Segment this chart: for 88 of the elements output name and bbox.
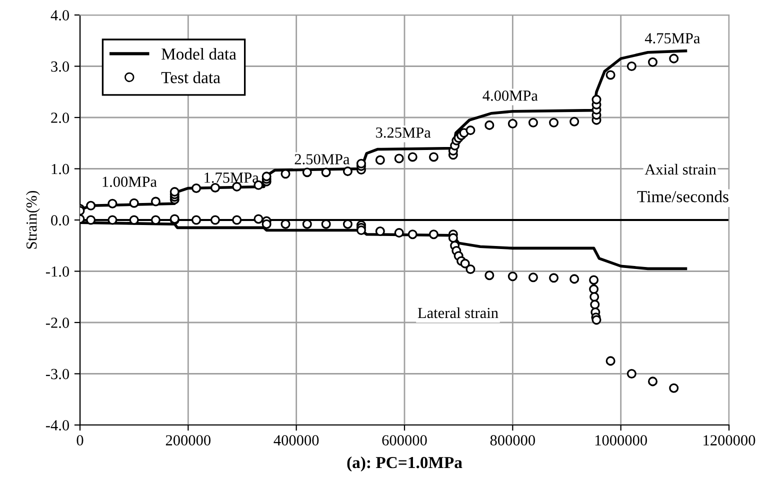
- point: [669, 383, 679, 393]
- point: [150, 196, 160, 206]
- point: [590, 300, 600, 310]
- point: [528, 118, 538, 128]
- x-tick-label: 1000000: [595, 435, 647, 446]
- point: [428, 152, 438, 162]
- point: [648, 376, 658, 386]
- point: [342, 166, 352, 176]
- x-tick-label: 1200000: [704, 435, 756, 446]
- point: [606, 70, 616, 80]
- point: [86, 200, 96, 210]
- point: [592, 94, 602, 104]
- point: [648, 57, 658, 67]
- point: [232, 215, 242, 225]
- y-tick-label: 3.0: [51, 61, 69, 72]
- point: [375, 226, 385, 236]
- annotation: 4.00MPa: [482, 90, 538, 101]
- annotation: 4.75MPa: [644, 33, 700, 44]
- point: [86, 215, 96, 225]
- point: [192, 215, 202, 225]
- legend-label: Model data: [162, 48, 236, 60]
- point: [448, 233, 458, 243]
- y-tick-label: -1.0: [46, 266, 69, 277]
- x-tick-label: 400000: [274, 435, 319, 446]
- point: [589, 284, 599, 294]
- annotation: Axial strain: [644, 164, 716, 175]
- annotation: 2.50MPa: [294, 154, 350, 164]
- point: [606, 356, 616, 366]
- annotation: 3.25MPa: [376, 127, 431, 138]
- point: [528, 272, 538, 282]
- point: [466, 264, 476, 274]
- point: [570, 274, 580, 284]
- point: [356, 225, 366, 236]
- y-tick-label: 1.0: [52, 164, 69, 174]
- point: [508, 118, 518, 128]
- point: [262, 219, 272, 229]
- point: [669, 54, 679, 64]
- annotation: 1.75MPa: [204, 172, 259, 183]
- point: [321, 168, 331, 178]
- point: [108, 198, 118, 208]
- point: [408, 152, 418, 162]
- point: [129, 215, 139, 225]
- x-tick-label: 200000: [166, 435, 210, 446]
- point: [394, 228, 404, 238]
- point: [375, 155, 385, 165]
- point: [508, 272, 518, 282]
- y-tick-label: -3.0: [46, 368, 69, 380]
- y-tick-label: 4.0: [50, 10, 69, 21]
- point: [262, 172, 272, 182]
- point: [108, 215, 118, 225]
- point: [129, 198, 139, 208]
- x-axis-title: Time/seconds: [637, 190, 728, 202]
- point: [590, 292, 600, 302]
- y-tick-label: -2.0: [46, 318, 69, 328]
- x-tick-label: 600000: [382, 435, 427, 446]
- point: [626, 61, 636, 72]
- x-tick-label: 0: [76, 435, 84, 446]
- point: [626, 368, 636, 379]
- point: [150, 215, 160, 225]
- point: [549, 118, 559, 128]
- point: [302, 168, 312, 178]
- point: [570, 116, 580, 126]
- y-tick-label: 2.0: [51, 112, 69, 124]
- point: [549, 273, 559, 283]
- y-axis-title: Strain(%): [26, 190, 40, 249]
- y-tick-label: 0.0: [51, 215, 69, 226]
- point: [589, 275, 599, 285]
- y-tick-label: -4.0: [46, 420, 69, 431]
- point: [466, 126, 476, 136]
- annotation: 1.00MPa: [102, 176, 157, 187]
- annotation: Lateral strain: [418, 307, 498, 318]
- point: [356, 158, 366, 168]
- point: [408, 230, 418, 240]
- point: [484, 270, 494, 280]
- point: [254, 214, 264, 224]
- text: (a): PC=1.0MPa: [347, 456, 462, 472]
- point: [428, 230, 438, 240]
- point: [394, 154, 404, 164]
- point: [592, 315, 602, 325]
- point: [210, 182, 220, 192]
- point: [460, 258, 470, 268]
- point: [210, 215, 220, 225]
- point: [484, 120, 494, 130]
- x-tick-label: 800000: [490, 435, 535, 446]
- point: [192, 183, 202, 193]
- point: [280, 169, 290, 179]
- point: [170, 187, 180, 197]
- legend-label: Test data: [161, 72, 220, 84]
